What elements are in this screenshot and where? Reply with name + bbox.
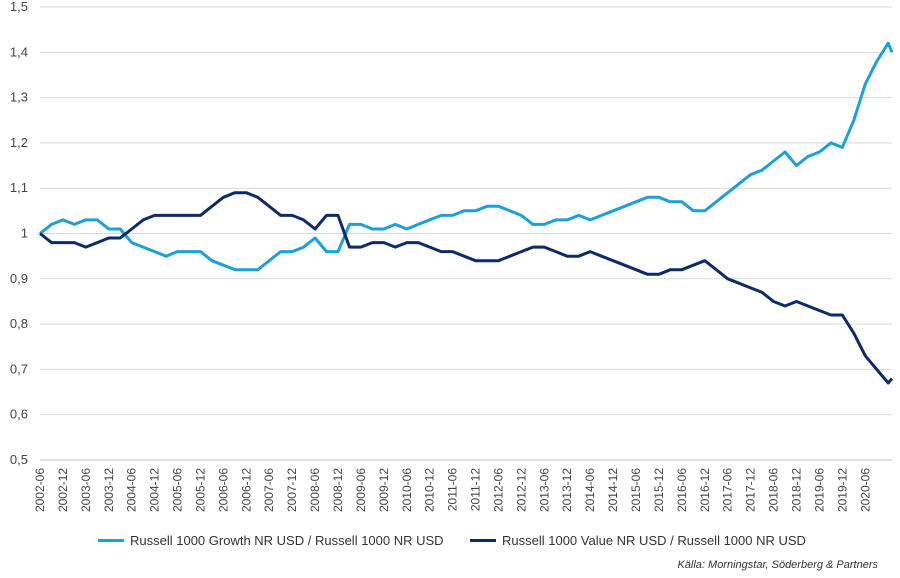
x-tick-label: 2007-12 bbox=[285, 468, 299, 512]
y-tick-label: 0,9 bbox=[10, 271, 28, 286]
x-tick-label: 2014-06 bbox=[583, 468, 597, 512]
x-tick-label: 2016-06 bbox=[675, 468, 689, 512]
x-tick-label: 2018-06 bbox=[767, 468, 781, 512]
x-tick-label: 2010-12 bbox=[423, 468, 437, 512]
legend: Russell 1000 Growth NR USD / Russell 100… bbox=[0, 533, 900, 555]
x-tick-label: 2013-12 bbox=[560, 468, 574, 512]
x-tick-label: 2010-06 bbox=[400, 468, 414, 512]
series-line-value bbox=[39, 191, 894, 385]
x-tick-label: 2017-12 bbox=[744, 468, 758, 512]
x-tick-label: 2012-12 bbox=[514, 468, 528, 512]
y-tick-label: 0,5 bbox=[10, 452, 28, 467]
x-tick-label: 2003-06 bbox=[79, 468, 93, 512]
x-tick-label: 2019-12 bbox=[835, 468, 849, 512]
x-tick-label: 2013-06 bbox=[537, 468, 551, 512]
x-tick-label: 2005-12 bbox=[193, 468, 207, 512]
y-tick-label: 1,4 bbox=[10, 44, 28, 59]
x-axis-ticks: 2002-06 2002-12 2003-06 2003-12 2004-06 2004-… bbox=[33, 468, 872, 512]
y-axis-ticks: 0,5 0,6 0,7 0,8 0,9 1 1,1 1,2 1,3 1,4 1,5 bbox=[10, 0, 28, 467]
legend-item-growth: Russell 1000 Growth NR USD / Russell 100… bbox=[98, 533, 444, 548]
x-tick-label: 2009-12 bbox=[377, 468, 391, 512]
y-tick-label: 1,2 bbox=[10, 135, 28, 150]
x-tick-label: 2008-12 bbox=[331, 468, 345, 512]
x-tick-label: 2019-06 bbox=[812, 468, 826, 512]
x-tick-label: 2006-12 bbox=[239, 468, 253, 512]
x-tick-label: 2017-06 bbox=[721, 468, 735, 512]
x-tick-label: 2009-06 bbox=[354, 468, 368, 512]
x-tick-label: 2006-06 bbox=[216, 468, 230, 512]
legend-swatch-value bbox=[470, 539, 496, 542]
grid-lines bbox=[40, 6, 892, 416]
x-tick-label: 2015-12 bbox=[652, 468, 666, 512]
x-tick-label: 2004-06 bbox=[125, 468, 139, 512]
y-tick-label: 1,1 bbox=[10, 180, 28, 195]
x-tick-label: 2002-12 bbox=[56, 468, 70, 512]
x-tick-label: 2004-12 bbox=[148, 468, 162, 512]
series-lines bbox=[39, 41, 894, 385]
source-note: Källa: Morningstar, Söderberg & Partners bbox=[677, 559, 878, 571]
legend-item-value: Russell 1000 Value NR USD / Russell 1000… bbox=[470, 533, 806, 548]
y-tick-label: 1,5 bbox=[10, 0, 28, 14]
x-tick-label: 2015-06 bbox=[629, 468, 643, 512]
x-tick-label: 2008-06 bbox=[308, 468, 322, 512]
x-tick-label: 2011-12 bbox=[469, 468, 483, 511]
series-line-growth bbox=[39, 41, 894, 272]
x-tick-label: 2012-06 bbox=[491, 468, 505, 512]
x-tick-label: 2018-12 bbox=[789, 468, 803, 512]
x-tick-label: 2014-12 bbox=[606, 468, 620, 512]
legend-label-value: Russell 1000 Value NR USD / Russell 1000… bbox=[502, 533, 806, 548]
x-tick-label: 2016-12 bbox=[698, 468, 712, 512]
x-tick-label: 2002-06 bbox=[33, 468, 47, 512]
y-tick-label: 0,6 bbox=[10, 407, 28, 422]
y-tick-label: 0,7 bbox=[10, 361, 28, 376]
legend-label-growth: Russell 1000 Growth NR USD / Russell 100… bbox=[130, 533, 444, 548]
y-tick-label: 1,3 bbox=[10, 90, 28, 105]
x-tick-label: 2005-06 bbox=[171, 468, 185, 512]
x-tick-label: 2003-12 bbox=[102, 468, 116, 512]
x-tick-label: 2007-06 bbox=[262, 468, 276, 512]
x-tick-label: 2020-06 bbox=[858, 468, 872, 512]
x-tick-label: 2011-06 bbox=[446, 468, 460, 511]
y-tick-label: 1 bbox=[21, 226, 28, 241]
legend-swatch-growth bbox=[98, 539, 124, 542]
y-tick-label: 0,8 bbox=[10, 316, 28, 331]
